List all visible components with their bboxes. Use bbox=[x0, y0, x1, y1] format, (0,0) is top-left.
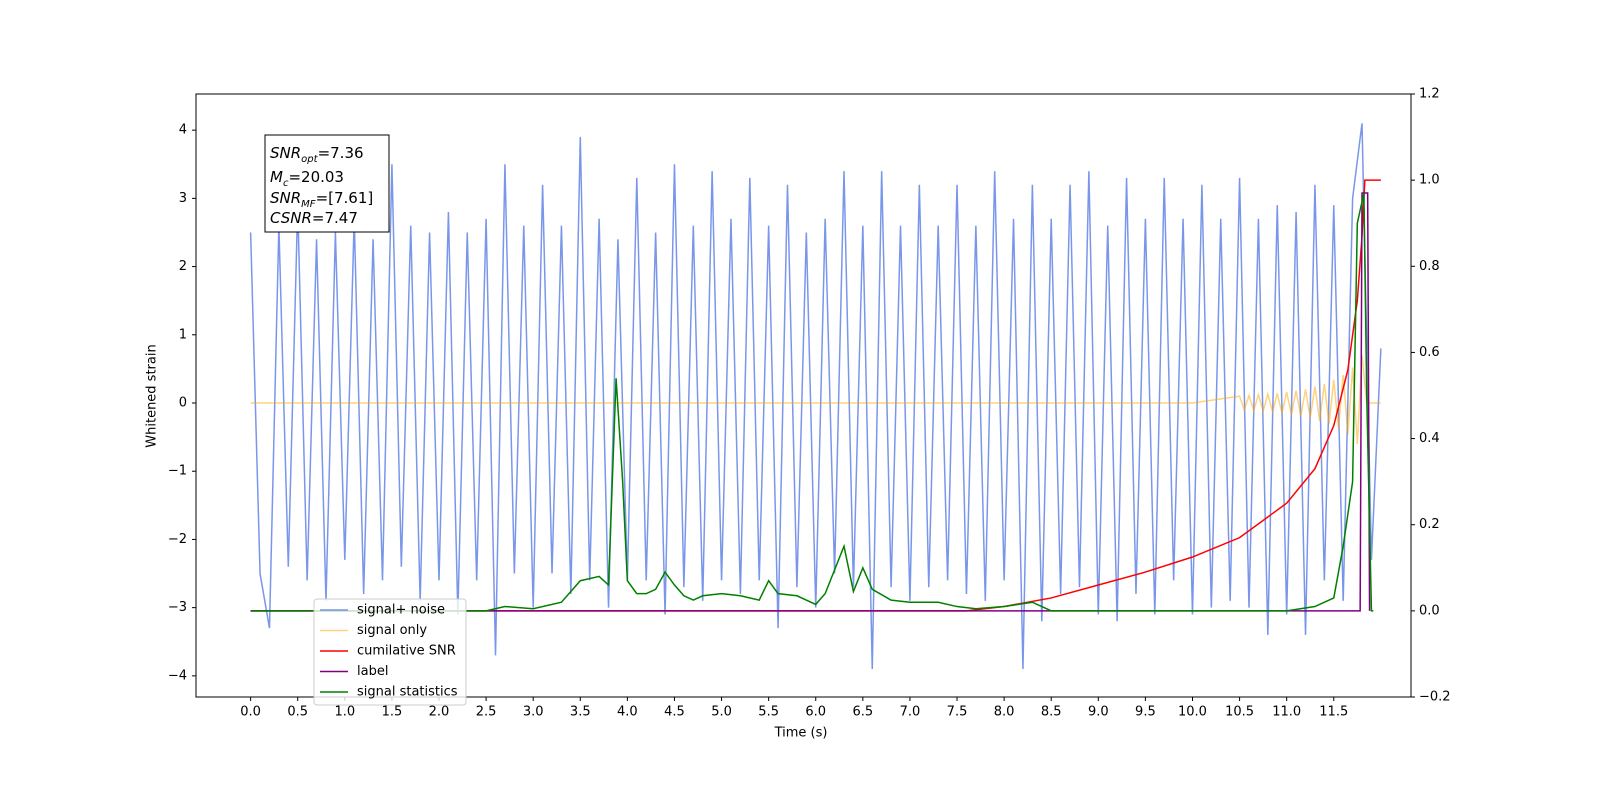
series-line bbox=[250, 355, 1381, 444]
legend-label: signal statistics bbox=[357, 685, 458, 700]
legend-label: label bbox=[357, 664, 388, 679]
legend-frame bbox=[313, 598, 467, 706]
annotation-line: Mc=20.03 bbox=[270, 168, 344, 189]
x-tick-label: 2.0 bbox=[429, 705, 450, 720]
x-tick-label: 0.0 bbox=[240, 705, 261, 720]
x-tick-label: 8.5 bbox=[1041, 705, 1062, 720]
x-tick-label: 9.0 bbox=[1088, 705, 1109, 720]
x-tick-label: 11.0 bbox=[1272, 705, 1301, 720]
annotation-value: =7.47 bbox=[312, 209, 358, 227]
series-line bbox=[250, 192, 1371, 612]
x-tick-label: 5.0 bbox=[711, 705, 732, 720]
y-tick-label: 3 bbox=[179, 191, 187, 206]
y-tick-label: 1 bbox=[179, 327, 187, 342]
x-tick-label: 10.0 bbox=[1178, 705, 1207, 720]
y2-tick-label: 0.8 bbox=[1419, 259, 1440, 274]
y2-tick-label: 0.4 bbox=[1419, 431, 1440, 446]
y2-tick-label: −0.2 bbox=[1419, 690, 1451, 705]
legend-label: signal only bbox=[357, 623, 427, 638]
y-tick-label: −1 bbox=[168, 464, 187, 479]
annotation-value: =20.03 bbox=[288, 168, 344, 186]
y-axis-label: Whitened strain bbox=[145, 344, 160, 447]
annotation-symbol: CSNR bbox=[270, 209, 312, 227]
x-axis-label: Time (s) bbox=[774, 726, 828, 741]
y2-tick-label: 1.0 bbox=[1419, 173, 1440, 188]
series-line bbox=[250, 179, 1381, 612]
y-tick-label: 4 bbox=[179, 123, 187, 138]
annotation-value: =7.36 bbox=[318, 144, 364, 162]
legend-label: cumilative SNR bbox=[357, 644, 456, 659]
y2-tick-label: 0.6 bbox=[1419, 345, 1440, 360]
x-tick-label: 4.0 bbox=[617, 705, 638, 720]
x-tick-label: 3.5 bbox=[570, 705, 591, 720]
x-tick-label: 10.5 bbox=[1225, 705, 1254, 720]
annotation-symbol: SNR bbox=[270, 144, 301, 162]
annotation-frame bbox=[264, 134, 390, 233]
annotation-line: SNRMF=[7.61] bbox=[270, 189, 373, 210]
x-tick-label: 11.5 bbox=[1319, 705, 1348, 720]
annotation-subscript: MF bbox=[301, 199, 316, 210]
x-tick-label: 8.0 bbox=[994, 705, 1015, 720]
legend: signal+ noise signal only cumilative SNR la… bbox=[313, 598, 467, 706]
y-tick-label: −4 bbox=[168, 668, 187, 683]
annotation-subscript: c bbox=[283, 178, 289, 189]
x-tick-label: 5.5 bbox=[758, 705, 779, 720]
legend-label: signal+ noise bbox=[357, 603, 445, 618]
annotation-symbol: M bbox=[270, 168, 283, 186]
y2-tick-label: 0.2 bbox=[1419, 517, 1440, 532]
x-tick-label: 1.5 bbox=[382, 705, 403, 720]
x-tick-label: 0.5 bbox=[287, 705, 308, 720]
annotation-line: CSNR=7.47 bbox=[270, 209, 358, 227]
y-tick-label: −2 bbox=[168, 532, 187, 547]
y-tick-label: 2 bbox=[179, 259, 187, 274]
x-tick-label: 1.0 bbox=[334, 705, 355, 720]
y2-tick-label: 1.2 bbox=[1419, 87, 1440, 102]
x-tick-label: 7.5 bbox=[947, 705, 968, 720]
y2-tick-label: 0.0 bbox=[1419, 603, 1440, 618]
series-line bbox=[249, 123, 1382, 670]
annotation-symbol: SNR bbox=[270, 189, 301, 207]
annotation-line: SNRopt=7.36 bbox=[270, 144, 364, 165]
x-tick-label: 3.0 bbox=[523, 705, 544, 720]
axes-frame bbox=[195, 93, 1412, 698]
x-tick-label: 6.5 bbox=[852, 705, 873, 720]
annotation-value: =[7.61] bbox=[316, 189, 374, 207]
x-tick-label: 2.5 bbox=[476, 705, 497, 720]
x-tick-label: 6.0 bbox=[805, 705, 826, 720]
y-tick-label: 0 bbox=[179, 396, 187, 411]
y-tick-label: −3 bbox=[168, 600, 187, 615]
series-line bbox=[250, 192, 1374, 612]
x-tick-label: 9.5 bbox=[1135, 705, 1156, 720]
x-tick-label: 4.5 bbox=[664, 705, 685, 720]
annotation-subscript: opt bbox=[301, 154, 318, 165]
x-tick-label: 7.0 bbox=[900, 705, 921, 720]
